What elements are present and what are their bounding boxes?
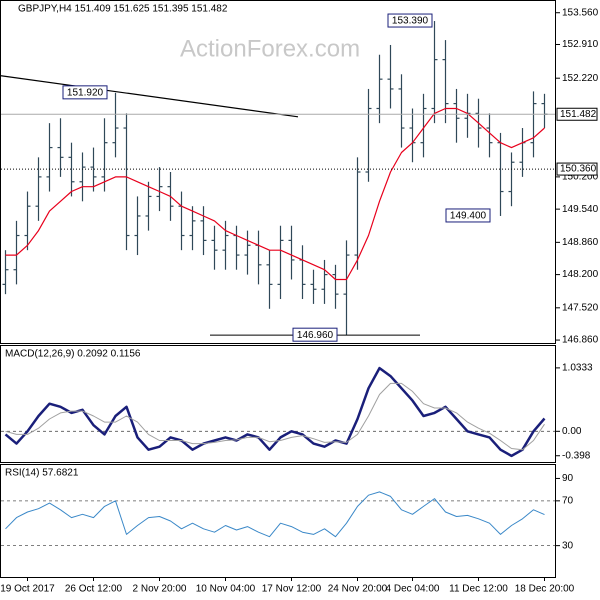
level-box [556, 162, 598, 176]
x-tick-label: 19 Oct 2017 [0, 584, 55, 595]
y-tick-label: 147.520 [562, 302, 599, 313]
indicator-line [5, 382, 545, 451]
annotation-label: 151.920 [67, 87, 104, 98]
y-tick-label: 152.220 [562, 73, 599, 84]
annotation-label: 149.400 [450, 211, 487, 222]
annotation-box [62, 85, 108, 100]
y-tick-label: 1.0333 [562, 363, 593, 374]
x-tick-label: 18 Dec 20:00 [515, 584, 575, 595]
y-tick-label: 70 [562, 495, 574, 506]
y-tick-label: 152.910 [562, 39, 599, 50]
indicator-line [5, 491, 545, 538]
level-label: 151.482 [560, 109, 597, 120]
x-tick-label: 10 Nov 04:00 [196, 584, 256, 595]
level-box [556, 107, 598, 121]
x-tick-label: 4 Dec 04:00 [386, 584, 440, 595]
y-tick-label: 148.860 [562, 237, 599, 248]
annotation-label: 146.960 [297, 330, 334, 341]
y-tick-label: 90 [562, 473, 574, 484]
x-tick-label: 17 Nov 12:00 [262, 584, 322, 595]
macd-panel [0, 345, 556, 463]
x-tick-label: 11 Dec 12:00 [449, 584, 508, 595]
watermark: ActionForex.com [180, 35, 360, 62]
y-tick-label: 149.540 [562, 204, 599, 215]
y-tick-label: 148.200 [562, 269, 599, 280]
y-tick-label: 0.00 [562, 426, 582, 437]
indicator-line [4, 366, 546, 458]
chart-title: GBPJPY,H4 151.409 151.625 151.395 151.48… [18, 4, 228, 15]
x-tick-label: 24 Nov 20:00 [328, 584, 388, 595]
x-tick-label: 26 Oct 12:00 [65, 584, 123, 595]
annotation-box [387, 13, 433, 28]
y-tick-label: 30 [562, 540, 574, 551]
y-tick-label: 150.200 [562, 172, 599, 183]
x-tick-label: 2 Nov 20:00 [133, 584, 187, 595]
y-tick-label: 146.860 [562, 335, 599, 346]
y-tick-label: 153.560 [562, 7, 599, 18]
rsi-title: RSI(14) 57.6821 [5, 468, 79, 479]
moving-average [5, 107, 545, 281]
annotation-box [445, 208, 491, 223]
level-label: 150.360 [560, 164, 597, 175]
rsi-panel [0, 464, 556, 578]
macd-title: MACD(12,26,9) 0.2092 0.1156 [5, 349, 141, 360]
trendline [0, 75, 299, 118]
annotation-label: 153.390 [392, 16, 429, 27]
y-tick-label: -0.398 [562, 450, 591, 461]
annotation-box [292, 327, 338, 342]
